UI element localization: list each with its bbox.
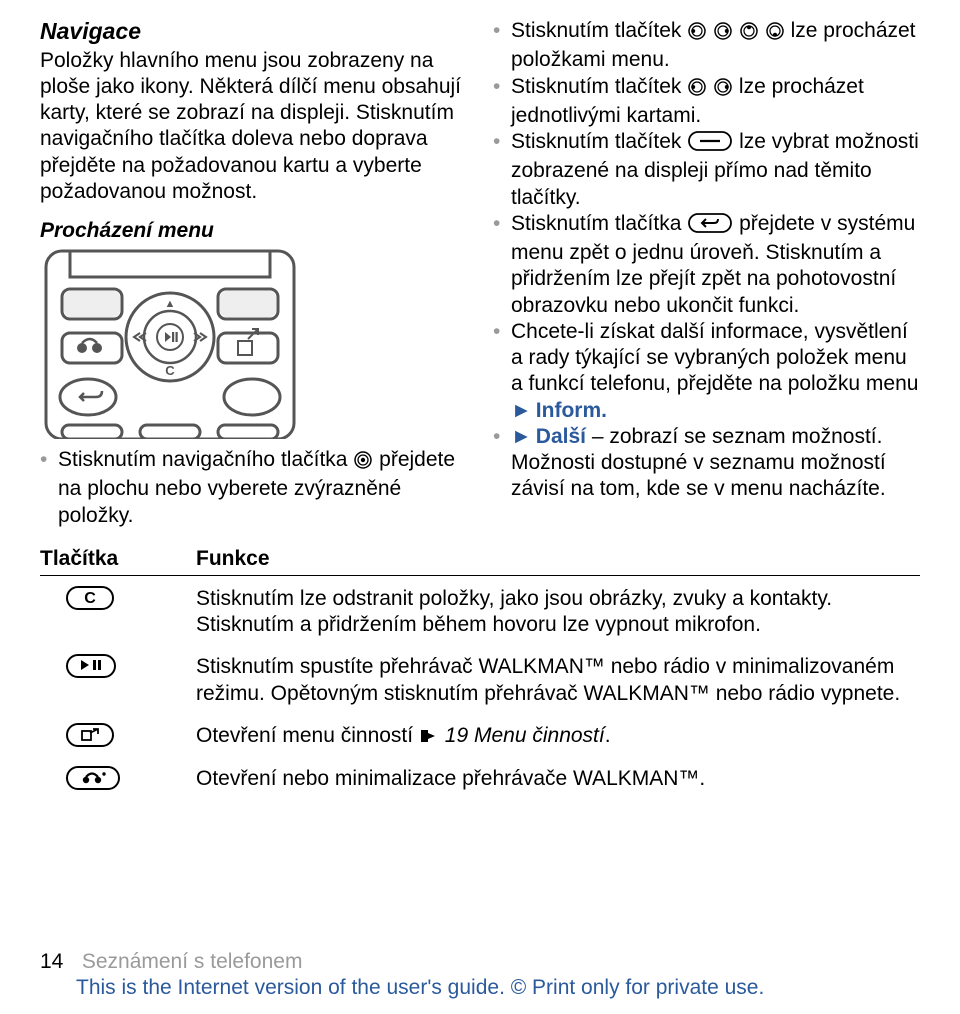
keys-functions-table: Tlačítka Funkce C Stisknutím lze odstran… [40, 547, 920, 799]
bullet-softkey-select: Stisknutím tlačítek lze vybrat možnosti … [493, 129, 920, 211]
page: Navigace Položky hlavního menu jsou zobr… [0, 0, 960, 1014]
menu-arrow-icon: ► [511, 398, 532, 424]
table-row: Stisknutím spustíte přehrávač WALKMAN™ n… [40, 644, 920, 713]
softkey-icon [688, 131, 732, 158]
intro-paragraph: Položky hlavního menu jsou zobrazeny na … [40, 48, 467, 206]
subhead-prochazeni-menu: Procházení menu [40, 219, 467, 243]
nav-down-icon [766, 21, 784, 47]
key-c-pill: C [66, 586, 114, 610]
menu-arrow-icon: ► [511, 424, 532, 450]
key-walkman-pill [66, 766, 120, 790]
nav-center-icon [354, 450, 372, 476]
nav-up-icon [740, 21, 758, 47]
text: Otevření menu činností [196, 724, 419, 747]
page-number: 14 [40, 950, 76, 974]
bullet-nav-4way: Stisknutím tlačítek lze procházet položk… [493, 18, 920, 74]
nav-right-icon [714, 77, 732, 103]
key-walkman-icon [40, 766, 196, 790]
fn-c-text: Stisknutím lze odstranit položky, jako j… [196, 586, 920, 639]
left-column: Navigace Položky hlavního menu jsou zobr… [40, 18, 467, 529]
key-playpause-icon [40, 654, 196, 678]
right-column: Stisknutím tlačítek lze procházet položk… [493, 18, 920, 529]
chapter-name: Seznámení s telefonem [82, 950, 303, 973]
svg-text:▲: ▲ [165, 298, 176, 310]
text: Stisknutím tlačítka [511, 212, 687, 235]
th-funkce: Funkce [196, 547, 920, 571]
text: . [605, 724, 611, 747]
th-tlacitka: Tlačítka [40, 547, 196, 571]
nav-right-icon [714, 21, 732, 47]
menu-link-dalsi: Další [536, 425, 586, 448]
text: Stisknutím tlačítek [511, 75, 687, 98]
footer-disclaimer: This is the Internet version of the user… [76, 976, 920, 1000]
svg-text:C: C [165, 363, 175, 378]
back-key-icon [688, 213, 732, 240]
fn-playpause-text: Stisknutím spustíte přehrávač WALKMAN™ n… [196, 654, 920, 707]
text: Stisknutím navigačního tlačítka [58, 448, 353, 471]
bullet-press-nav-center: Stisknutím navigačního tlačítka přejdete… [40, 447, 467, 529]
text: Stisknutím tlačítek [511, 130, 687, 153]
fn-activity-text: Otevření menu činností 19 Menu činností. [196, 723, 920, 750]
two-column-layout: Navigace Položky hlavního menu jsou zobr… [40, 18, 920, 529]
right-bullet-list: Stisknutím tlačítek lze procházet položk… [493, 18, 920, 503]
fn-walkman-text: Otevření nebo minimalizace přehrávače WA… [196, 766, 920, 792]
phone-keypad-illustration: ▲ C [40, 249, 300, 439]
link-menu-cinnosti: 19 Menu činností [439, 724, 605, 747]
key-c-icon: C [40, 586, 196, 610]
key-playpause-pill [66, 654, 116, 678]
table-header-row: Tlačítka Funkce [40, 547, 920, 576]
nav-left-icon [688, 77, 706, 103]
menu-link-inform: Inform. [536, 399, 607, 422]
bullet-nav-tabs: Stisknutím tlačítek lze procházet jednot… [493, 74, 920, 130]
footer-line-1: 14 Seznámení s telefonem [40, 950, 920, 974]
table-row: Otevření nebo minimalizace přehrávače WA… [40, 756, 920, 798]
link-arrow-icon [420, 724, 436, 750]
section-title-navigace: Navigace [40, 18, 467, 46]
text: Stisknutím tlačítek [511, 19, 687, 42]
table-row: C Stisknutím lze odstranit položky, jako… [40, 576, 920, 645]
bullet-back-key: Stisknutím tlačítka přejdete v systému m… [493, 211, 920, 319]
nav-left-icon [688, 21, 706, 47]
text: Chcete-li získat další informace, vysvět… [511, 320, 918, 396]
bullet-inform: Chcete-li získat další informace, vysvět… [493, 319, 920, 424]
key-activity-pill [66, 723, 114, 747]
left-bullet-list: Stisknutím navigačního tlačítka přejdete… [40, 447, 467, 529]
bullet-dalsi: ►Další – zobrazí se seznam možností. Mož… [493, 424, 920, 503]
table-row: Otevření menu činností 19 Menu činností. [40, 713, 920, 756]
page-footer: 14 Seznámení s telefonem This is the Int… [0, 950, 960, 1000]
key-activity-icon [40, 723, 196, 747]
